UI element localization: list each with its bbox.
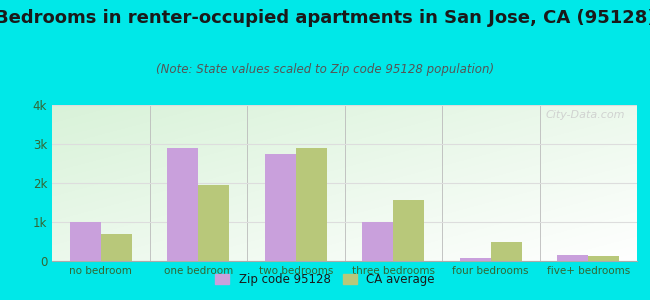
Bar xyxy=(101,234,132,261)
Bar xyxy=(557,255,588,261)
Text: Bedrooms in renter-occupied apartments in San Jose, CA (95128): Bedrooms in renter-occupied apartments i… xyxy=(0,9,650,27)
Text: (Note: State values scaled to Zip code 95128 population): (Note: State values scaled to Zip code 9… xyxy=(156,63,494,76)
Bar xyxy=(588,256,619,261)
Bar xyxy=(198,185,229,261)
Bar xyxy=(296,148,327,261)
Bar xyxy=(167,148,198,261)
Text: City-Data.com: City-Data.com xyxy=(546,110,625,120)
Bar xyxy=(70,222,101,261)
Bar xyxy=(491,242,522,261)
Bar xyxy=(460,258,491,261)
Bar xyxy=(362,222,393,261)
Bar xyxy=(265,154,296,261)
Bar xyxy=(393,200,424,261)
Legend: Zip code 95128, CA average: Zip code 95128, CA average xyxy=(211,269,439,291)
